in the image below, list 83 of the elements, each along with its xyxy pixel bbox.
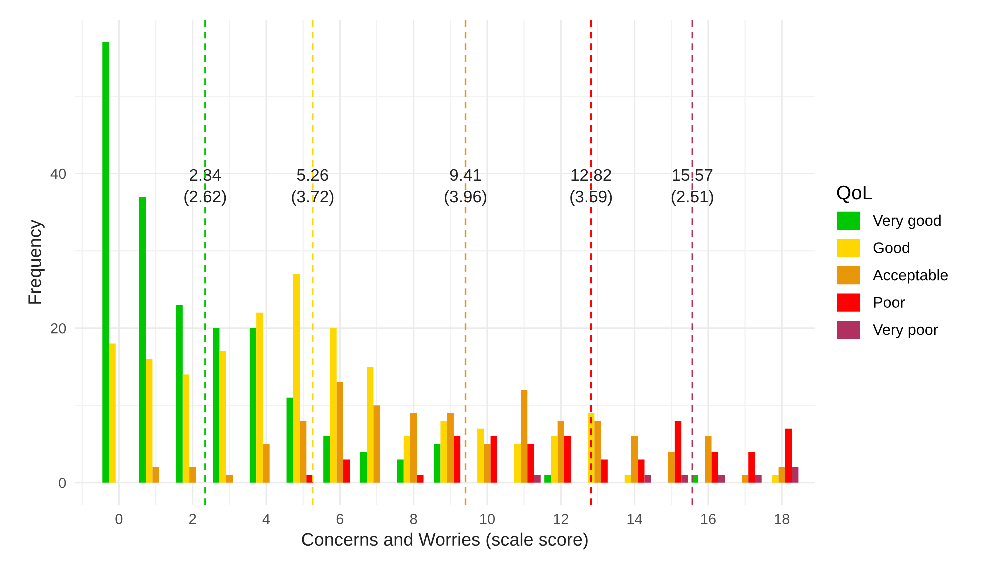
bar [250, 328, 257, 483]
y-axis-title: Frequency [28, 220, 45, 304]
bar [256, 312, 264, 483]
bar [674, 421, 682, 483]
y-tick-label: 20 [51, 323, 66, 334]
bar [374, 406, 380, 483]
bar [397, 460, 404, 483]
bar [447, 413, 454, 483]
bar [718, 475, 726, 483]
y-tick-label: 40 [50, 168, 66, 180]
bar [220, 352, 226, 483]
bar [360, 452, 368, 483]
x-tick-label: 4 [262, 514, 270, 524]
bar [213, 328, 220, 483]
bar [417, 475, 424, 483]
legend-label: Very poor [873, 324, 938, 338]
bar [564, 436, 572, 483]
legend-label: Poor [874, 297, 906, 308]
legend-label: Acceptable [873, 269, 948, 284]
bar [534, 475, 541, 483]
bar [102, 42, 110, 483]
bar [454, 436, 461, 483]
bar [330, 328, 337, 483]
bar [772, 475, 779, 483]
bar [785, 428, 792, 483]
bar [343, 460, 350, 483]
bar [367, 366, 374, 483]
bar [668, 452, 675, 483]
x-tick-label: 8 [410, 514, 418, 524]
x-axis-title: Concerns and Worries (scale score) [302, 532, 588, 550]
bar [638, 460, 645, 483]
bar [594, 421, 602, 483]
x-tick-label: 14 [628, 514, 642, 524]
bar [778, 467, 786, 483]
bar [551, 436, 558, 483]
x-tick-label: 16 [701, 514, 716, 524]
bar [748, 452, 756, 483]
bar [109, 344, 116, 483]
bar [601, 460, 608, 483]
bar [152, 467, 160, 483]
bar [484, 444, 491, 483]
x-tick-label: 18 [775, 514, 790, 524]
legend-label: Very good [873, 214, 941, 230]
bar [139, 196, 146, 483]
bar [528, 444, 534, 483]
bar [300, 421, 307, 483]
bar [440, 421, 448, 483]
bar [682, 475, 688, 483]
bar [263, 444, 270, 483]
bar [558, 421, 564, 483]
bar [792, 467, 799, 483]
x-tick-label: 10 [480, 514, 496, 524]
bar [190, 467, 196, 483]
bar [544, 475, 552, 483]
x-tick-label: 12 [554, 514, 569, 524]
bar [176, 305, 183, 483]
bar [631, 436, 638, 483]
bar [286, 398, 294, 483]
bar [404, 436, 411, 483]
x-tick-label: 2 [190, 514, 196, 524]
bar [644, 475, 652, 483]
bar [742, 475, 749, 483]
bar [226, 475, 234, 483]
bar [712, 452, 718, 483]
legend-label: Good [874, 242, 910, 254]
bar [324, 436, 330, 483]
bar [514, 444, 522, 483]
bar [521, 390, 528, 483]
legend-title: QoL [837, 186, 873, 204]
bar [478, 428, 484, 483]
bar [336, 382, 344, 483]
bar [182, 374, 190, 483]
x-tick-label: 6 [336, 514, 344, 524]
bar [624, 475, 632, 483]
x-tick-label: 0 [116, 514, 123, 524]
bar [146, 359, 153, 483]
bar [434, 444, 441, 483]
bar [410, 413, 418, 483]
bar [293, 274, 300, 483]
bar [490, 436, 498, 483]
bar [705, 436, 712, 483]
bar [755, 475, 762, 483]
y-tick-label: 0 [59, 478, 66, 488]
